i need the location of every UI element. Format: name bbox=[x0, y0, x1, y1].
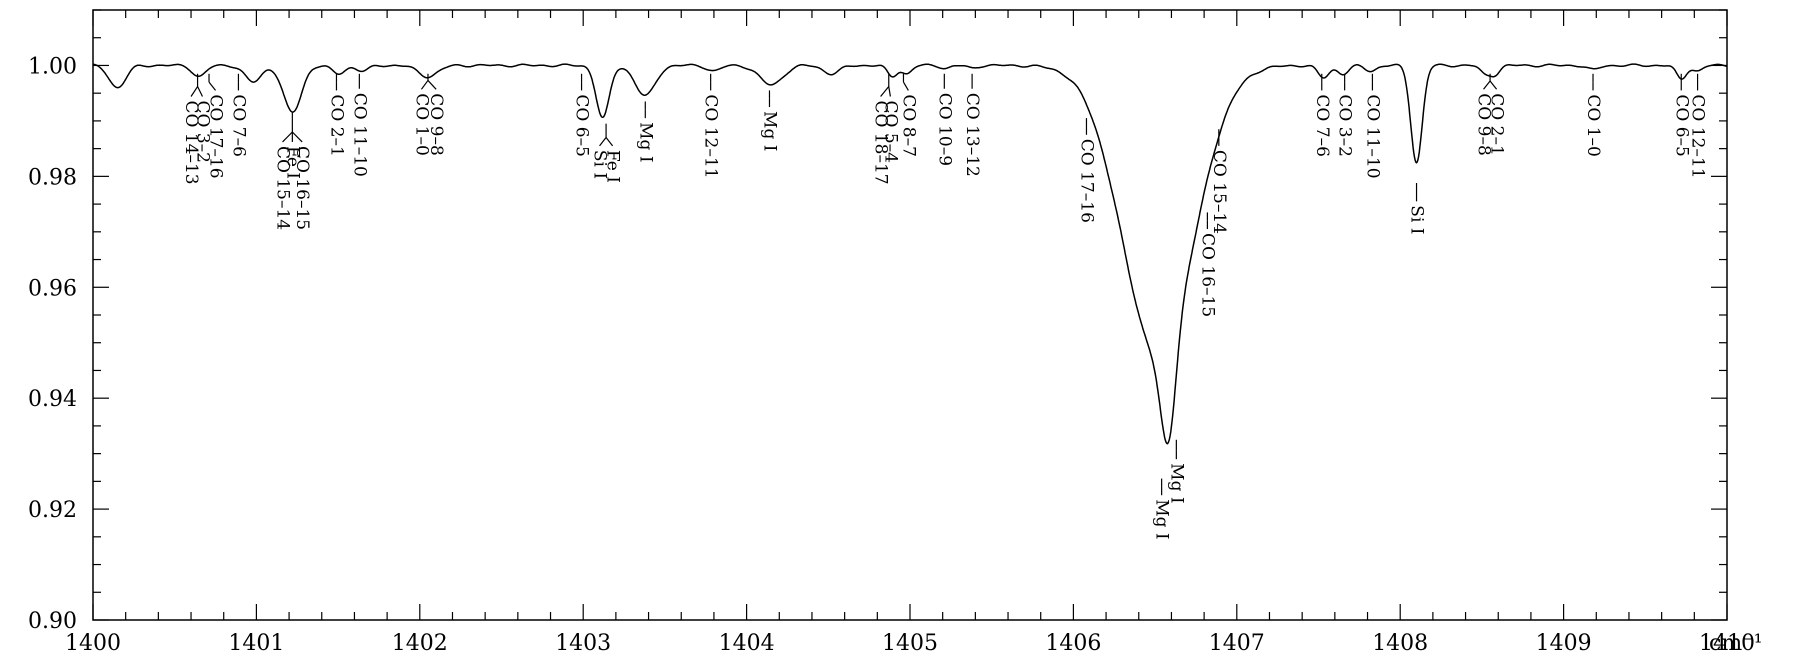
line-id-label: CO 7–6 bbox=[228, 94, 248, 156]
line-marker-branch bbox=[902, 81, 909, 91]
line-id-label: Mg I bbox=[1152, 499, 1172, 539]
line-id-label: CO 6–5 bbox=[572, 94, 592, 156]
y-tick-label: 0.94 bbox=[28, 387, 77, 412]
line-id-label: CO 13–12 bbox=[962, 93, 982, 177]
line-marker-branch bbox=[888, 86, 891, 97]
x-tick-label: 1405 bbox=[882, 631, 938, 656]
line-id-label: Mg I bbox=[635, 122, 655, 162]
line-marker-branch bbox=[880, 86, 890, 97]
x-tick-label: 1410 bbox=[1699, 631, 1755, 656]
x-unit-label: cm⁻¹ bbox=[1709, 631, 1763, 656]
line-id-label: CO 3–2 bbox=[192, 101, 212, 163]
line-id-label: Si I bbox=[1407, 205, 1427, 234]
line-id-label: CO 11–10 bbox=[349, 93, 369, 177]
line-id-label: CO 16–15 bbox=[292, 146, 312, 230]
line-id-label: Si I bbox=[590, 150, 610, 179]
line-marker-branch bbox=[1489, 80, 1498, 90]
axis-ticks: 1400 1401 1402 1403 1404 1405 1406 1407 1408 1409… bbox=[28, 9, 1755, 656]
line-id-label: CO 16–15 bbox=[1197, 233, 1217, 317]
line-marker-branch bbox=[427, 80, 437, 90]
line-marker-branch bbox=[291, 131, 303, 143]
line-marker-branch bbox=[197, 86, 204, 97]
line-marker-branch bbox=[599, 137, 607, 147]
x-tick-label: 1402 bbox=[392, 631, 448, 656]
line-id-label: CO 11–10 bbox=[1362, 94, 1382, 178]
x-tick-label: 1409 bbox=[1536, 631, 1592, 656]
line-id-label: CO 12–11 bbox=[1688, 94, 1708, 178]
line-id-label: CO 2–1 bbox=[326, 94, 346, 156]
line-id-label: CO 12–11 bbox=[701, 94, 721, 178]
line-id-label: CO 3–2 bbox=[1335, 94, 1355, 156]
y-tick-label: 1.00 bbox=[28, 54, 77, 79]
line-marker-branch bbox=[1483, 80, 1491, 90]
y-tick-label: 0.90 bbox=[28, 609, 77, 634]
line-id-label: CO 8–7 bbox=[898, 94, 918, 156]
line-id-label: CO 6–5 bbox=[1671, 94, 1691, 156]
x-tick-label: 1401 bbox=[228, 631, 284, 656]
line-id-label: CO 17–16 bbox=[1076, 139, 1096, 223]
line-id-label: CO 17–16 bbox=[206, 94, 226, 178]
line-marker-branch bbox=[605, 137, 614, 147]
y-tick-label: 0.92 bbox=[28, 498, 77, 523]
line-id-label: CO 7–6 bbox=[1312, 94, 1332, 156]
line-id-label: Fe I bbox=[603, 150, 623, 183]
line-marker-branch bbox=[420, 80, 429, 90]
x-tick-label: 1407 bbox=[1209, 631, 1265, 656]
line-id-label: CO 1–0 bbox=[1583, 94, 1603, 156]
y-tick-label: 0.98 bbox=[28, 165, 77, 190]
y-tick-label: 0.96 bbox=[28, 276, 77, 301]
line-marker-branch bbox=[282, 131, 293, 143]
line-id-label: CO 9–8 bbox=[426, 93, 446, 155]
line-marker-branch bbox=[190, 86, 199, 97]
line-id-label: CO 18–17 bbox=[871, 101, 891, 185]
line-id-label: Mg I bbox=[759, 111, 779, 151]
x-tick-label: 1400 bbox=[65, 631, 121, 656]
line-id-label: Mg I bbox=[1166, 463, 1186, 503]
line-id-label: Fe I bbox=[282, 146, 302, 179]
line-id-label: CO 15–14 bbox=[273, 146, 293, 230]
spectrum-line bbox=[92, 63, 1728, 445]
line-id-label: CO 2–1 bbox=[1487, 93, 1507, 155]
line-id-label: CO 15–14 bbox=[1209, 150, 1229, 234]
line-marker-branch bbox=[208, 81, 217, 91]
line-id-label: CO 14–13 bbox=[181, 101, 201, 185]
line-id-label: CO 1–0 bbox=[411, 93, 431, 155]
x-tick-label: 1404 bbox=[719, 631, 775, 656]
line-id-label: CO 9–8 bbox=[1474, 93, 1494, 155]
x-tick-label: 1403 bbox=[555, 631, 611, 656]
line-id-label: CO 10–9 bbox=[934, 93, 954, 166]
x-tick-label: 1408 bbox=[1372, 631, 1428, 656]
x-tick-label: 1406 bbox=[1045, 631, 1101, 656]
line-id-label: CO 5–4 bbox=[880, 101, 900, 163]
